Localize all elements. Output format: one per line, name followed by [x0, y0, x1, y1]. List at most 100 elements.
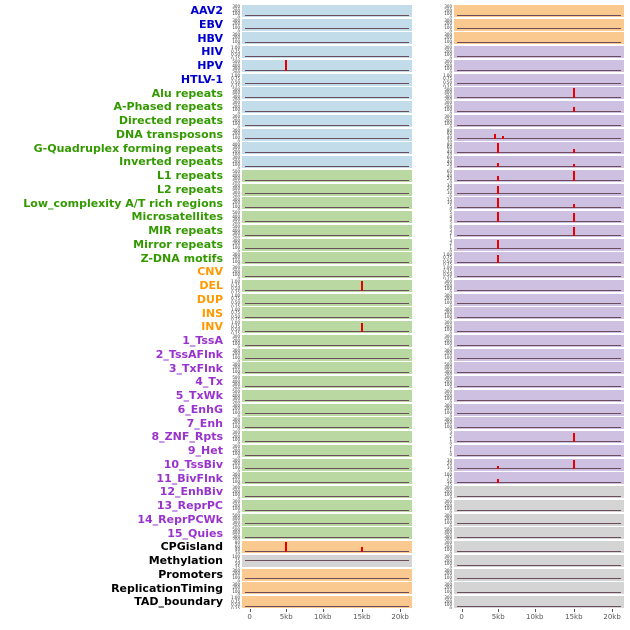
y-tick-label: 200 [232, 488, 240, 494]
column-gap [412, 568, 438, 582]
y-tick-label: 100 [444, 409, 452, 415]
feature-row: 15_Quies50040030020010005004003002001000 [0, 527, 630, 541]
y-tick-label: 40 [446, 158, 452, 164]
y-tick-label: 200 [232, 255, 240, 261]
column-gap [412, 224, 438, 238]
signal-baseline [245, 193, 409, 195]
y-tick-label: 60 [446, 155, 452, 161]
y-tick-label: 0.75 [231, 598, 240, 604]
y-tick-label: 300 [232, 251, 240, 257]
y-tick-label: 0 [237, 276, 240, 279]
signal-panel-right [454, 499, 624, 512]
y-tick-label: 200 [444, 372, 452, 376]
signal-baseline [245, 427, 409, 429]
signal-baseline [245, 413, 409, 415]
y-tick-label: 100 [232, 437, 240, 443]
signal-spike [285, 60, 288, 71]
y-axis-ticks: 60 40 20 0 [438, 155, 454, 169]
y-tick-label: 0 [237, 468, 240, 472]
column-gap [412, 279, 438, 293]
signal-panel-right [454, 252, 624, 265]
y-axis-ticks: 5004003002001000 [226, 183, 242, 196]
row-label: 3_TxFlnk [168, 361, 223, 375]
x-tick-mark [400, 609, 402, 612]
signal-panel-right [454, 431, 624, 444]
signal-panel-right [454, 224, 624, 237]
feature-row: L1 repeats50040030020010006040200 [0, 169, 630, 183]
signal-spike [497, 255, 500, 264]
y-tick-label: 300 [232, 66, 240, 72]
x-axis-row: 0 5kb 10kb 15kb 20kb 0 5kb 10kb 15kb 20kb [0, 609, 630, 627]
y-tick-label: 200 [232, 571, 240, 577]
y-tick-label: 0 [449, 413, 452, 417]
signal-baseline [457, 165, 621, 167]
y-tick-label: 400 [232, 227, 240, 233]
signal-panel-right [454, 169, 624, 182]
y-tick-label: 500 [232, 59, 240, 64]
y-axis-ticks: 300 200 100 0 [438, 499, 454, 513]
y-axis-ticks: 300 200 100 0 [438, 334, 454, 348]
y-tick-label: 1.00 [231, 72, 240, 78]
y-tick-label: 300 [444, 292, 452, 298]
signal-baseline [245, 468, 409, 470]
row-label: 14_ReprPCWk [137, 512, 223, 526]
y-tick-label: 0 [449, 344, 452, 348]
signal-spike [497, 185, 500, 195]
feature-row: Promoters 300 200 100 0 300 200 100 0 [0, 568, 630, 582]
signal-panel-left [242, 472, 412, 485]
y-tick-label: 200 [444, 310, 452, 316]
row-label: L2 repeats [157, 182, 223, 196]
signal-panel-right [454, 197, 624, 210]
column-gap [412, 59, 438, 73]
y-tick-label: 100 [232, 354, 240, 360]
x-axis-left: 0 5kb 10kb 15kb 20kb [242, 609, 412, 627]
y-tick-label: 0 [449, 509, 452, 513]
y-tick-label: 200 [232, 69, 240, 73]
y-axis-ticks: 300 200 100 0 [226, 485, 242, 499]
feature-row: HPV50040030020010003002001000 [0, 59, 630, 73]
y-tick-label: 100 [444, 471, 452, 477]
y-tick-label: 300 [444, 114, 452, 119]
y-tick-label: 0.50 [231, 602, 240, 608]
y-tick-label: 300 [444, 59, 452, 64]
y-tick-label: 300 [232, 196, 240, 202]
row-label: EBV [199, 17, 223, 31]
y-tick-label: 200 [444, 282, 452, 288]
signal-panel-left [242, 334, 412, 347]
signal-baseline [457, 152, 621, 154]
signal-baseline [457, 537, 621, 539]
y-tick-label: 400 [444, 365, 452, 371]
y-tick-label: 400 [232, 213, 240, 219]
y-tick-label: 0.25 [231, 83, 240, 87]
feature-row: Z-DNA motifs30020010001.000.750.500.250.… [0, 251, 630, 265]
y-tick-label: 300 [444, 45, 452, 51]
signal-baseline [245, 550, 409, 552]
x-tick-label: 5kb [491, 613, 505, 621]
plot-rows: AAV2 300 200 100 0 300 200 100 0 EBV 300 200 100 0 300… [0, 4, 630, 609]
x-tick-label: 10kb [526, 613, 544, 621]
y-tick-label: 0.50 [231, 299, 240, 305]
x-tick-mark [534, 609, 536, 612]
y-axis-ticks: 1.000.750.500.250.00 [226, 279, 242, 293]
y-tick-label: 200 [444, 296, 452, 302]
y-tick-label: 200 [232, 103, 240, 109]
column-gap [412, 403, 438, 417]
y-tick-label: 200 [444, 537, 452, 541]
signal-spike [497, 175, 500, 181]
feature-row: AAV2 300 200 100 0 300 200 100 0 [0, 4, 630, 18]
column-gap [412, 32, 438, 46]
signal-spike [285, 542, 288, 552]
y-axis-ticks: 300 200 100 0 [226, 18, 242, 31]
signal-baseline [245, 358, 409, 360]
signal-baseline [457, 399, 621, 401]
y-axis-ticks: 300 200 100 0 [226, 4, 242, 18]
y-tick-label: 0 [449, 42, 452, 46]
y-tick-label: 300 [444, 306, 452, 312]
y-tick-label: 200 [444, 337, 452, 343]
column-gap [412, 389, 438, 403]
signal-baseline [457, 440, 621, 442]
y-axis-ticks: 300 200 100 0 [438, 100, 454, 114]
